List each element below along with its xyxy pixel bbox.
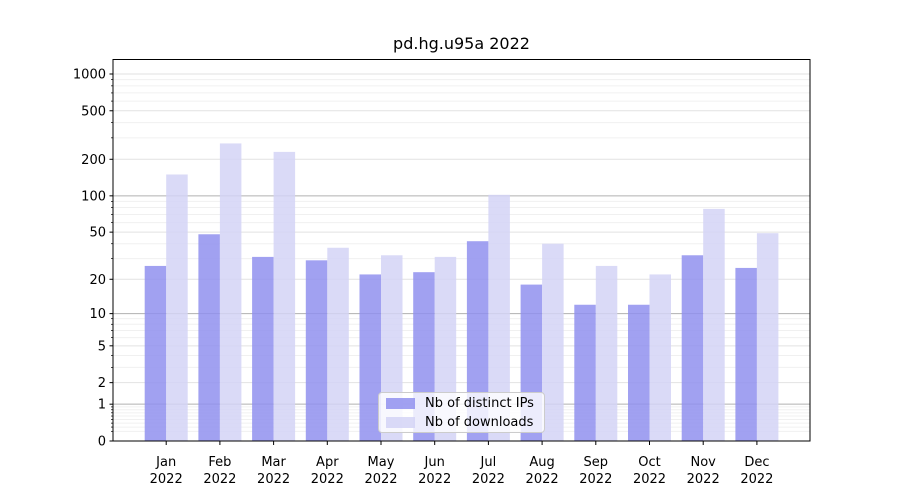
y-tick-label: 20	[89, 273, 106, 288]
chart-title: pd.hg.u95a 2022	[393, 34, 530, 53]
y-tick-label: 10	[89, 307, 106, 322]
bar-downloads-mar	[273, 151, 296, 441]
x-tick-label-year: 2022	[687, 472, 720, 487]
bar-downloads-nov	[703, 208, 725, 441]
bar-downloads-feb	[219, 143, 242, 441]
x-tick-label-month: May	[368, 455, 395, 470]
bar-downloads-dec	[756, 233, 779, 441]
axes-box	[112, 59, 811, 442]
x-tick-label-year: 2022	[257, 472, 290, 487]
legend-swatch-downloads	[386, 416, 415, 428]
legend-swatch-distinct-ips	[386, 397, 415, 409]
x-tick-label-year: 2022	[472, 472, 505, 487]
bar-distinct-ips-dec	[735, 267, 757, 441]
legend-label-downloads: Nb of downloads	[425, 414, 534, 430]
x-tick-label-year: 2022	[579, 472, 612, 487]
legend: Nb of distinct IPs Nb of downloads	[378, 392, 545, 433]
bar-distinct-ips-jul	[466, 241, 489, 441]
x-tick-label-month: Jul	[480, 455, 497, 470]
x-tick-label-month: Jun	[424, 455, 445, 470]
y-tick-label: 100	[81, 189, 106, 204]
bar-distinct-ips-feb	[198, 234, 220, 441]
legend-label-distinct-ips: Nb of distinct IPs	[425, 395, 534, 411]
bar-distinct-ips-nov	[681, 255, 704, 441]
bar-distinct-ips-oct	[628, 304, 650, 441]
bar-downloads-sep	[595, 265, 618, 441]
x-tick-label-year: 2022	[526, 472, 559, 487]
bar-downloads-oct	[649, 274, 671, 441]
bar-downloads-apr	[327, 247, 349, 441]
x-tick-label-month: Oct	[638, 455, 660, 470]
y-tick-label: 200	[81, 153, 106, 168]
x-tick-label-month: Jan	[155, 455, 176, 470]
y-tick-label: 500	[81, 104, 106, 119]
x-tick-label-year: 2022	[418, 472, 451, 487]
legend-item-distinct-ips: Nb of distinct IPs	[386, 396, 536, 411]
x-tick-label-year: 2022	[311, 472, 344, 487]
bar-distinct-ips-mar	[252, 256, 274, 441]
x-tick-label-year: 2022	[740, 472, 773, 487]
x-tick-label-month: Mar	[261, 455, 286, 470]
bar-distinct-ips-apr	[305, 260, 328, 441]
x-tick-label-year: 2022	[150, 472, 183, 487]
y-tick-label: 1000	[73, 68, 106, 83]
y-tick-label: 5	[98, 339, 106, 354]
x-tick-label-month: Nov	[691, 455, 717, 470]
y-tick-label: 1	[98, 398, 106, 413]
bar-downloads-jan	[166, 174, 188, 441]
x-tick-label-year: 2022	[203, 472, 236, 487]
x-tick-label-month: Feb	[208, 455, 231, 470]
legend-item-downloads: Nb of downloads	[386, 415, 536, 430]
bar-distinct-ips-sep	[574, 304, 596, 441]
x-tick-label-year: 2022	[364, 472, 397, 487]
x-tick-label-month: Dec	[744, 455, 769, 470]
bar-downloads-aug	[542, 243, 564, 441]
y-tick-label: 50	[89, 226, 106, 241]
bar-distinct-ips-jan	[144, 265, 167, 441]
x-tick-label-month: Sep	[584, 455, 609, 470]
bar-downloads-jul	[488, 194, 510, 441]
x-tick-label-year: 2022	[633, 472, 666, 487]
y-tick-label: 0	[98, 435, 106, 450]
x-tick-label-month: Apr	[316, 455, 339, 470]
bar-distinct-ips-may	[359, 274, 381, 441]
x-tick-label-month: Aug	[529, 455, 554, 470]
y-tick-label: 2	[98, 376, 106, 391]
